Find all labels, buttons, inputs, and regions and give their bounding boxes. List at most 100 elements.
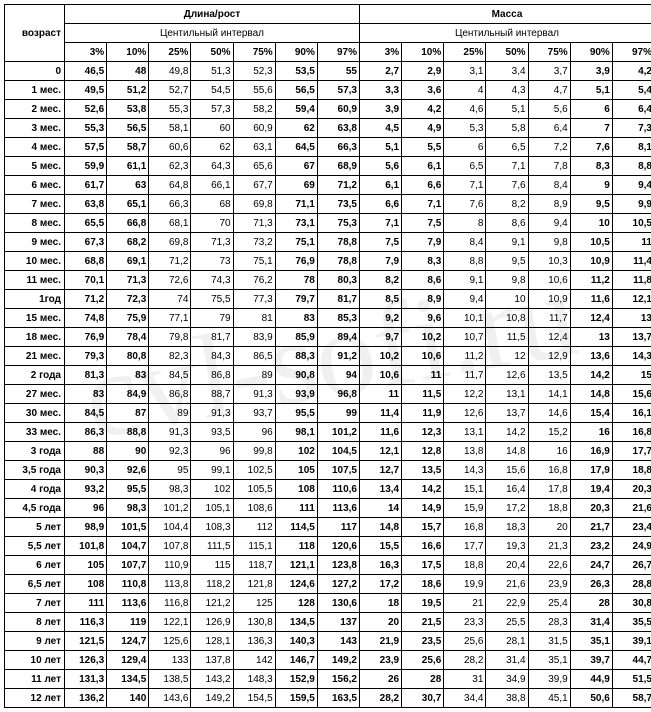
cell-age: 0 bbox=[5, 62, 65, 81]
cell-value: 26 bbox=[359, 670, 401, 689]
cell-value: 68,8 bbox=[65, 252, 107, 271]
cell-value: 52,6 bbox=[65, 100, 107, 119]
cell-value: 93,7 bbox=[233, 404, 275, 423]
cell-value: 112 bbox=[233, 518, 275, 537]
cell-value: 107,8 bbox=[149, 537, 191, 556]
cell-value: 6,1 bbox=[402, 157, 444, 176]
cell-value: 56,5 bbox=[107, 119, 149, 138]
cell-value: 111 bbox=[65, 594, 107, 613]
cell-value: 9,4 bbox=[528, 214, 570, 233]
cell-value: 67,3 bbox=[65, 233, 107, 252]
cell-value: 130,6 bbox=[317, 594, 359, 613]
cell-value: 22,9 bbox=[486, 594, 528, 613]
cell-value: 20,3 bbox=[612, 480, 651, 499]
cell-value: 96 bbox=[233, 423, 275, 442]
cell-value: 9,5 bbox=[486, 252, 528, 271]
cell-age: 4 года bbox=[5, 480, 65, 499]
cell-value: 21,9 bbox=[359, 632, 401, 651]
cell-value: 63,8 bbox=[317, 119, 359, 138]
cell-value: 65,6 bbox=[233, 157, 275, 176]
cell-value: 120,6 bbox=[317, 537, 359, 556]
cell-value: 4,5 bbox=[359, 119, 401, 138]
cell-value: 116,3 bbox=[65, 613, 107, 632]
cell-value: 95 bbox=[149, 461, 191, 480]
cell-value: 131,3 bbox=[65, 670, 107, 689]
cell-age: 4 мес. bbox=[5, 138, 65, 157]
table-row: 6 мес.61,76364,866,167,76971,26,16,67,17… bbox=[5, 176, 651, 195]
cell-value: 5,3 bbox=[444, 119, 486, 138]
growth-table: возраст Длина/рост Масса Центильный инте… bbox=[4, 4, 651, 708]
cell-value: 63 bbox=[107, 176, 149, 195]
cell-value: 7,1 bbox=[486, 157, 528, 176]
cell-value: 13,7 bbox=[612, 328, 651, 347]
cell-value: 5,8 bbox=[486, 119, 528, 138]
cell-value: 89 bbox=[149, 404, 191, 423]
cell-value: 9,6 bbox=[402, 309, 444, 328]
cell-value: 15,5 bbox=[359, 537, 401, 556]
cell-value: 101,8 bbox=[65, 537, 107, 556]
cell-value: 23,5 bbox=[402, 632, 444, 651]
cell-value: 15,7 bbox=[402, 518, 444, 537]
header-mass: Масса bbox=[359, 5, 651, 24]
cell-value: 85,3 bbox=[317, 309, 359, 328]
cell-value: 88,3 bbox=[275, 347, 317, 366]
cell-value: 55,6 bbox=[233, 81, 275, 100]
cell-value: 93,2 bbox=[65, 480, 107, 499]
cell-value: 15,1 bbox=[444, 480, 486, 499]
cell-value: 102,5 bbox=[233, 461, 275, 480]
cell-value: 58,7 bbox=[107, 138, 149, 157]
cell-value: 25,6 bbox=[444, 632, 486, 651]
cell-value: 11,7 bbox=[528, 309, 570, 328]
cell-value: 10 bbox=[570, 214, 612, 233]
cell-value: 71,2 bbox=[149, 252, 191, 271]
cell-value: 10,9 bbox=[570, 252, 612, 271]
table-row: 12 лет136,2140143,6149,2154,5159,5163,52… bbox=[5, 689, 651, 708]
cell-value: 10 bbox=[486, 290, 528, 309]
cell-value: 12,6 bbox=[444, 404, 486, 423]
cell-value: 16,8 bbox=[444, 518, 486, 537]
cell-value: 51,3 bbox=[191, 62, 233, 81]
header-pct: 50% bbox=[486, 43, 528, 62]
cell-value: 118 bbox=[275, 537, 317, 556]
cell-value: 15,6 bbox=[486, 461, 528, 480]
cell-value: 12,4 bbox=[570, 309, 612, 328]
cell-value: 46,5 bbox=[65, 62, 107, 81]
cell-value: 11,5 bbox=[402, 385, 444, 404]
cell-value: 3,3 bbox=[359, 81, 401, 100]
table-row: 1год71,272,37475,577,379,781,78,58,99,41… bbox=[5, 290, 651, 309]
cell-value: 105 bbox=[65, 556, 107, 575]
cell-value: 11,4 bbox=[359, 404, 401, 423]
cell-value: 71,3 bbox=[107, 271, 149, 290]
cell-value: 10,6 bbox=[528, 271, 570, 290]
cell-value: 9,1 bbox=[444, 271, 486, 290]
cell-value: 10,5 bbox=[570, 233, 612, 252]
cell-value: 66,3 bbox=[149, 195, 191, 214]
cell-value: 6,4 bbox=[612, 100, 651, 119]
cell-age: 7 мес. bbox=[5, 195, 65, 214]
cell-value: 17,7 bbox=[444, 537, 486, 556]
cell-value: 98,1 bbox=[275, 423, 317, 442]
cell-value: 6,6 bbox=[402, 176, 444, 195]
cell-value: 91,3 bbox=[191, 404, 233, 423]
cell-value: 13,5 bbox=[402, 461, 444, 480]
cell-value: 148,3 bbox=[233, 670, 275, 689]
table-row: 10 мес.68,869,171,27375,176,978,87,98,38… bbox=[5, 252, 651, 271]
cell-value: 126,9 bbox=[191, 613, 233, 632]
cell-value: 2,7 bbox=[359, 62, 401, 81]
cell-value: 14,8 bbox=[570, 385, 612, 404]
cell-value: 8,2 bbox=[486, 195, 528, 214]
header-pct: 10% bbox=[402, 43, 444, 62]
cell-value: 90,8 bbox=[275, 366, 317, 385]
cell-value: 82,3 bbox=[149, 347, 191, 366]
cell-value: 49,8 bbox=[149, 62, 191, 81]
cell-value: 9,8 bbox=[486, 271, 528, 290]
cell-value: 24,9 bbox=[612, 537, 651, 556]
cell-value: 149,2 bbox=[191, 689, 233, 708]
cell-value: 21,3 bbox=[528, 537, 570, 556]
cell-value: 5,6 bbox=[528, 100, 570, 119]
cell-value: 11,7 bbox=[444, 366, 486, 385]
cell-value: 10,5 bbox=[612, 214, 651, 233]
cell-value: 73,2 bbox=[233, 233, 275, 252]
cell-value: 98,9 bbox=[65, 518, 107, 537]
cell-value: 17,2 bbox=[486, 499, 528, 518]
